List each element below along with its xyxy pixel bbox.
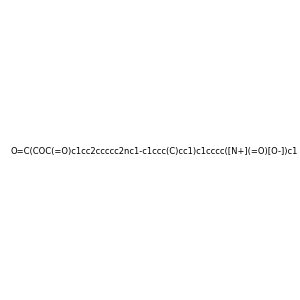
Text: O=C(COC(=O)c1cc2ccccc2nc1-c1ccc(C)cc1)c1cccc([N+](=O)[O-])c1: O=C(COC(=O)c1cc2ccccc2nc1-c1ccc(C)cc1)c1… — [10, 147, 297, 156]
